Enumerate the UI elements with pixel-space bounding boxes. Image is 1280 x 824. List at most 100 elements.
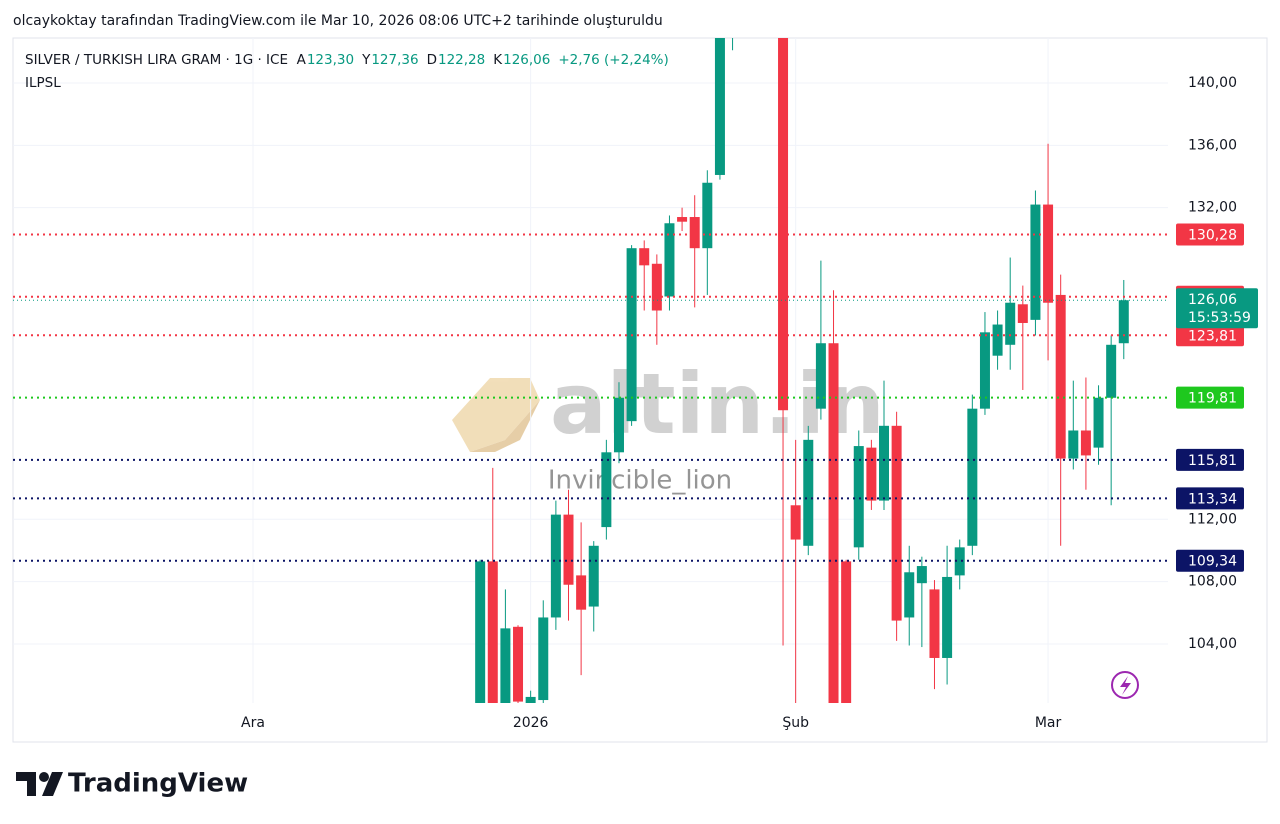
price-label-bg <box>1176 324 1244 347</box>
ohlc-key: A <box>296 52 306 68</box>
price-lines: 130,28126,28123,81119,81115,81113,34109,… <box>13 223 1258 572</box>
price-label-bg <box>1176 386 1244 409</box>
tv-logo-mark <box>16 772 36 796</box>
candle-body <box>1030 204 1041 320</box>
alert-bolt <box>1120 676 1131 695</box>
candle-body <box>1055 294 1066 459</box>
candle-body <box>1017 304 1028 323</box>
price-label: 119,81 <box>1188 391 1237 407</box>
candle-body <box>853 446 864 548</box>
x-tick-label: Şub <box>782 715 809 731</box>
caption: olcaykoktay tarafından TradingView.com i… <box>13 13 663 29</box>
x-tick-label: 2026 <box>513 715 549 731</box>
change: +2,76 (+2,24%) <box>558 52 669 68</box>
candle-body <box>475 561 486 703</box>
legend: SILVER / TURKISH LIRA GRAM · 1G · ICE A1… <box>25 49 677 95</box>
watermark-logo <box>452 378 540 452</box>
x-tick-label: Mar <box>1035 715 1062 731</box>
candle-body <box>815 343 826 409</box>
price-label: 130,28 <box>1188 227 1237 243</box>
candle-body <box>664 223 675 297</box>
last-price-bg <box>1176 288 1258 329</box>
ohlc-value: 126,06 <box>503 52 551 68</box>
price-label-bg <box>1176 549 1244 572</box>
candle-body <box>500 628 511 703</box>
candle-body <box>879 425 889 501</box>
candle-body <box>588 545 599 607</box>
candle-body <box>1005 302 1016 345</box>
candle-body <box>651 263 662 311</box>
candle-body <box>979 332 990 409</box>
grid <box>13 38 1168 703</box>
price-label-bg <box>1176 223 1244 246</box>
tv-logo-mark <box>42 772 63 796</box>
candles <box>475 38 1129 703</box>
candle-body <box>954 547 965 576</box>
tv-logo <box>16 772 63 796</box>
ohlc-key: Y <box>362 52 371 68</box>
candle-body <box>828 343 839 703</box>
candle-body <box>513 626 524 702</box>
candle-body <box>1118 300 1129 344</box>
price-label: 109,34 <box>1188 554 1237 570</box>
axes: 104,00 108,00 112,00 132,00 136,00 140,00 Ara 2… <box>241 75 1237 731</box>
ohlc-key: D <box>426 52 437 68</box>
price-label: 123,81 <box>1188 328 1237 344</box>
candle-body <box>1093 397 1104 448</box>
candle-body <box>1068 430 1079 459</box>
candle-body <box>778 38 789 411</box>
candle-body <box>563 514 574 585</box>
x-tick-label: Ara <box>241 715 265 731</box>
ohlc-value: 127,36 <box>371 52 419 68</box>
candle-body <box>992 324 1003 356</box>
candle-body <box>967 408 978 546</box>
indicator-name: ILPSL <box>25 75 61 91</box>
candle-body <box>576 575 587 610</box>
watermark-logo-shade <box>470 400 540 452</box>
candle-body <box>601 452 612 528</box>
candle-body <box>891 425 902 621</box>
tv-logo-dot <box>39 772 49 782</box>
candle-body <box>1106 344 1117 398</box>
ohlc-key: K <box>493 52 503 68</box>
ohlc-value: 123,30 <box>306 52 355 68</box>
candle-body <box>841 561 852 703</box>
candle-body <box>538 617 549 701</box>
alert-icon[interactable] <box>1111 671 1139 699</box>
last-price-label: 126,06 <box>1188 292 1237 308</box>
candle-body <box>916 566 927 584</box>
candle-body <box>689 217 700 249</box>
y-tick-label: 132,00 <box>1188 200 1237 216</box>
y-tick-label: 140,00 <box>1188 75 1237 91</box>
candle-body <box>1043 204 1054 303</box>
price-label-bg <box>1176 448 1244 471</box>
price-label: 115,81 <box>1188 453 1237 469</box>
y-tick-label: 112,00 <box>1188 511 1237 527</box>
candle-body <box>677 217 688 222</box>
candle-body <box>639 248 650 266</box>
candle-body <box>1080 430 1091 456</box>
y-tick-label: 108,00 <box>1188 574 1237 590</box>
candle-body <box>866 447 877 501</box>
candle-body <box>790 505 801 540</box>
candle-body <box>904 572 915 618</box>
countdown: 15:53:59 <box>1188 310 1251 326</box>
ohlc: A123,30 Y127,36 D122,28 K126,06 <box>297 52 559 68</box>
candle-body <box>929 589 940 658</box>
candle-body <box>550 514 561 618</box>
candle-body <box>714 38 725 175</box>
watermark-author: Invincible_lion <box>548 466 732 496</box>
price-label-bg <box>1176 487 1244 510</box>
symbol-title: SILVER / TURKISH LIRA GRAM · 1G · ICE <box>25 52 288 68</box>
y-tick-label: 136,00 <box>1188 137 1237 153</box>
candle-body <box>487 561 498 703</box>
footer-logo-text: TradingView <box>68 769 248 799</box>
price-label: 113,34 <box>1188 491 1237 507</box>
candle-body <box>942 576 953 658</box>
candle-body <box>525 696 536 703</box>
candle-body <box>803 439 814 546</box>
candle-body <box>613 397 624 453</box>
ohlc-value: 122,28 <box>438 52 486 68</box>
